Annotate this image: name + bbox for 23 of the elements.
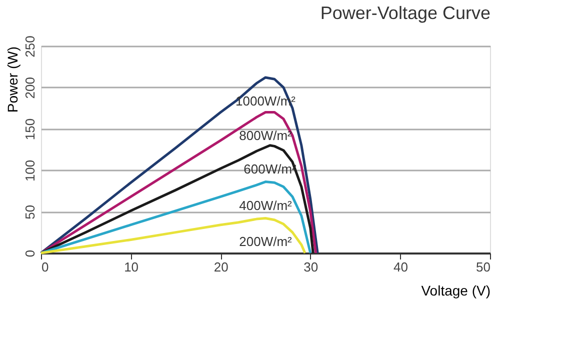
- x-tick-label: 30: [304, 260, 318, 274]
- x-axis-title: Voltage (V): [421, 282, 490, 298]
- line-series: [40, 76, 319, 254]
- line-series: [40, 110, 318, 254]
- y-tick-label: 50: [22, 204, 38, 220]
- chart-title: Power-Voltage Curve: [320, 3, 490, 24]
- line-series: [40, 144, 314, 254]
- x-tick-label: 20: [214, 260, 228, 274]
- y-axis-title: Power (W): [4, 46, 20, 113]
- y-tick-label: 100: [22, 160, 38, 182]
- line-series: [40, 216, 306, 254]
- x-tick-label: 10: [124, 260, 139, 274]
- x-tick-label: 50: [476, 260, 490, 274]
- x-tick-label: 0: [42, 260, 49, 274]
- x-tick-label: 40: [393, 260, 408, 274]
- series-label: 800W/m²: [239, 128, 293, 144]
- y-tick-label: 0: [22, 250, 38, 258]
- y-tick-label: 250: [22, 36, 38, 58]
- series-label: 200W/m²: [239, 234, 293, 250]
- y-tick-label: 200: [22, 77, 38, 99]
- line-series: [40, 180, 312, 254]
- y-tick-label: 150: [22, 118, 38, 140]
- series-label: 400W/m²: [239, 198, 293, 213]
